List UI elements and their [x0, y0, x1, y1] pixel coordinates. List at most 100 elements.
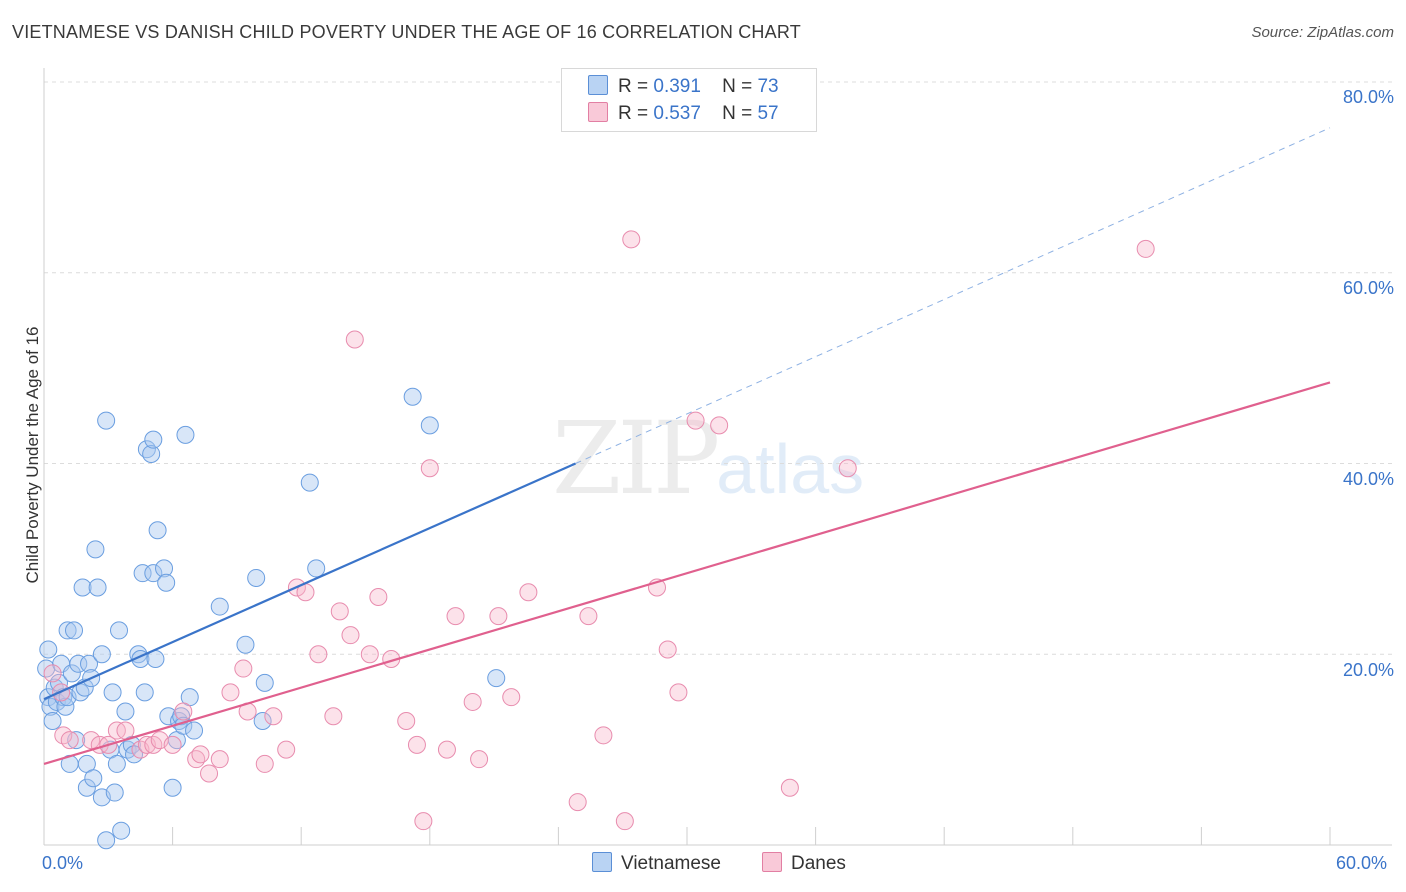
- danes-point: [144, 735, 163, 754]
- chart-title: VIETNAMESE VS DANISH CHILD POVERTY UNDER…: [12, 22, 801, 42]
- vietnamese-point: [255, 673, 274, 692]
- source-label: Source: ZipAtlas.com: [1251, 24, 1394, 41]
- danes-point: [686, 411, 705, 430]
- danes-point: [502, 688, 521, 707]
- vietnamese-point: [176, 425, 195, 444]
- danes-point: [594, 726, 613, 745]
- vietnamese-point: [144, 430, 163, 449]
- vietnamese-point: [39, 640, 58, 659]
- vietnamese-point: [403, 387, 422, 406]
- vietnamese-point: [77, 778, 96, 797]
- vietnamese-point: [420, 416, 439, 435]
- danes-point: [360, 645, 379, 664]
- vietnamese-point: [163, 778, 182, 797]
- vietnamese-point: [112, 821, 131, 840]
- vietnamese-point: [88, 578, 107, 597]
- vietnamese-point: [97, 831, 116, 850]
- vietnamese-trend-line: [43, 462, 576, 701]
- vietnamese-point: [307, 559, 326, 578]
- vietnamese-point: [185, 721, 204, 740]
- danes-point: [324, 707, 343, 726]
- danes-point: [330, 602, 349, 621]
- y-axis-label: Child Poverty Under the Age of 16: [23, 326, 42, 584]
- stats-row-danes: R = 0.537 N = 57: [588, 102, 779, 126]
- vietnamese-point: [41, 697, 60, 716]
- danes-point: [221, 683, 240, 702]
- danes-points: [43, 230, 1155, 831]
- vietnamese-point: [487, 669, 506, 688]
- danes-point: [780, 778, 799, 797]
- danes-trend-line: [43, 381, 1331, 765]
- danes-point: [579, 607, 598, 626]
- vietnamese-point: [135, 683, 154, 702]
- danes-point: [163, 735, 182, 754]
- danes-point: [489, 607, 508, 626]
- danes-point: [437, 740, 456, 759]
- danes-point: [420, 459, 439, 478]
- vietnamese-point: [142, 444, 161, 463]
- danes-swatch: [588, 102, 608, 122]
- n-value: 57: [757, 103, 779, 124]
- vietnamese-point: [58, 621, 77, 640]
- danes-point: [277, 740, 296, 759]
- danes-point: [82, 731, 101, 750]
- vietnamese-point: [236, 635, 255, 654]
- x-tick-label: 0.0%: [42, 853, 84, 873]
- danes-point: [568, 793, 587, 812]
- watermark-zip: ZIP: [552, 400, 720, 517]
- danes-point: [658, 640, 677, 659]
- vietnamese-point: [97, 411, 116, 430]
- danes-point: [397, 712, 416, 731]
- danes-point: [369, 588, 388, 607]
- axes: [43, 68, 1392, 846]
- danes-point: [622, 230, 641, 249]
- danes-point: [341, 626, 360, 645]
- danes-point: [264, 707, 283, 726]
- r-value: 0.537: [653, 103, 701, 124]
- vietnamese-point: [69, 654, 88, 673]
- n-value: 73: [757, 76, 779, 97]
- danes-point: [710, 416, 729, 435]
- trend-lines: [43, 127, 1331, 765]
- vietnamese-point: [125, 745, 144, 764]
- danes-point: [446, 607, 465, 626]
- vietnamese-point: [105, 783, 124, 802]
- vietnamese-point: [92, 645, 111, 664]
- danes-point: [60, 731, 79, 750]
- danes-point: [470, 750, 489, 769]
- vietnamese-point: [62, 664, 81, 683]
- y-tick-label: 60.0%: [1342, 278, 1394, 298]
- danes-point: [234, 659, 253, 678]
- vietnamese-point: [43, 712, 62, 731]
- danes-point: [838, 459, 857, 478]
- danes-point: [345, 330, 364, 349]
- vietnamese-trend-extension: [575, 127, 1331, 464]
- vietnamese-swatch: [592, 852, 612, 872]
- grid: [44, 81, 1392, 655]
- r-label: R =: [618, 103, 649, 124]
- vietnamese-point: [210, 597, 229, 616]
- y-tick-label: 40.0%: [1342, 469, 1394, 489]
- vietnamese-point: [253, 712, 272, 731]
- danes-point: [116, 721, 135, 740]
- vietnamese-point: [155, 559, 174, 578]
- x-tick-label: 60.0%: [1336, 853, 1388, 873]
- legend-label: Vietnamese: [621, 853, 721, 874]
- vietnamese-point: [116, 702, 135, 721]
- danes-point: [210, 750, 229, 769]
- danes-point: [414, 812, 433, 831]
- danes-point: [191, 745, 210, 764]
- vietnamese-point: [107, 754, 126, 773]
- vietnamese-point: [84, 769, 103, 788]
- danes-point: [309, 645, 328, 664]
- vietnamese-point: [86, 540, 105, 559]
- danes-point: [174, 702, 193, 721]
- vietnamese-points: [37, 387, 506, 850]
- danes-point: [463, 692, 482, 711]
- legend-item-vietnamese[interactable]: Vietnamese: [592, 852, 721, 876]
- vietnamese-point: [144, 564, 163, 583]
- danes-point: [615, 812, 634, 831]
- legend-item-danes[interactable]: Danes: [762, 852, 846, 876]
- danes-point: [1136, 239, 1155, 258]
